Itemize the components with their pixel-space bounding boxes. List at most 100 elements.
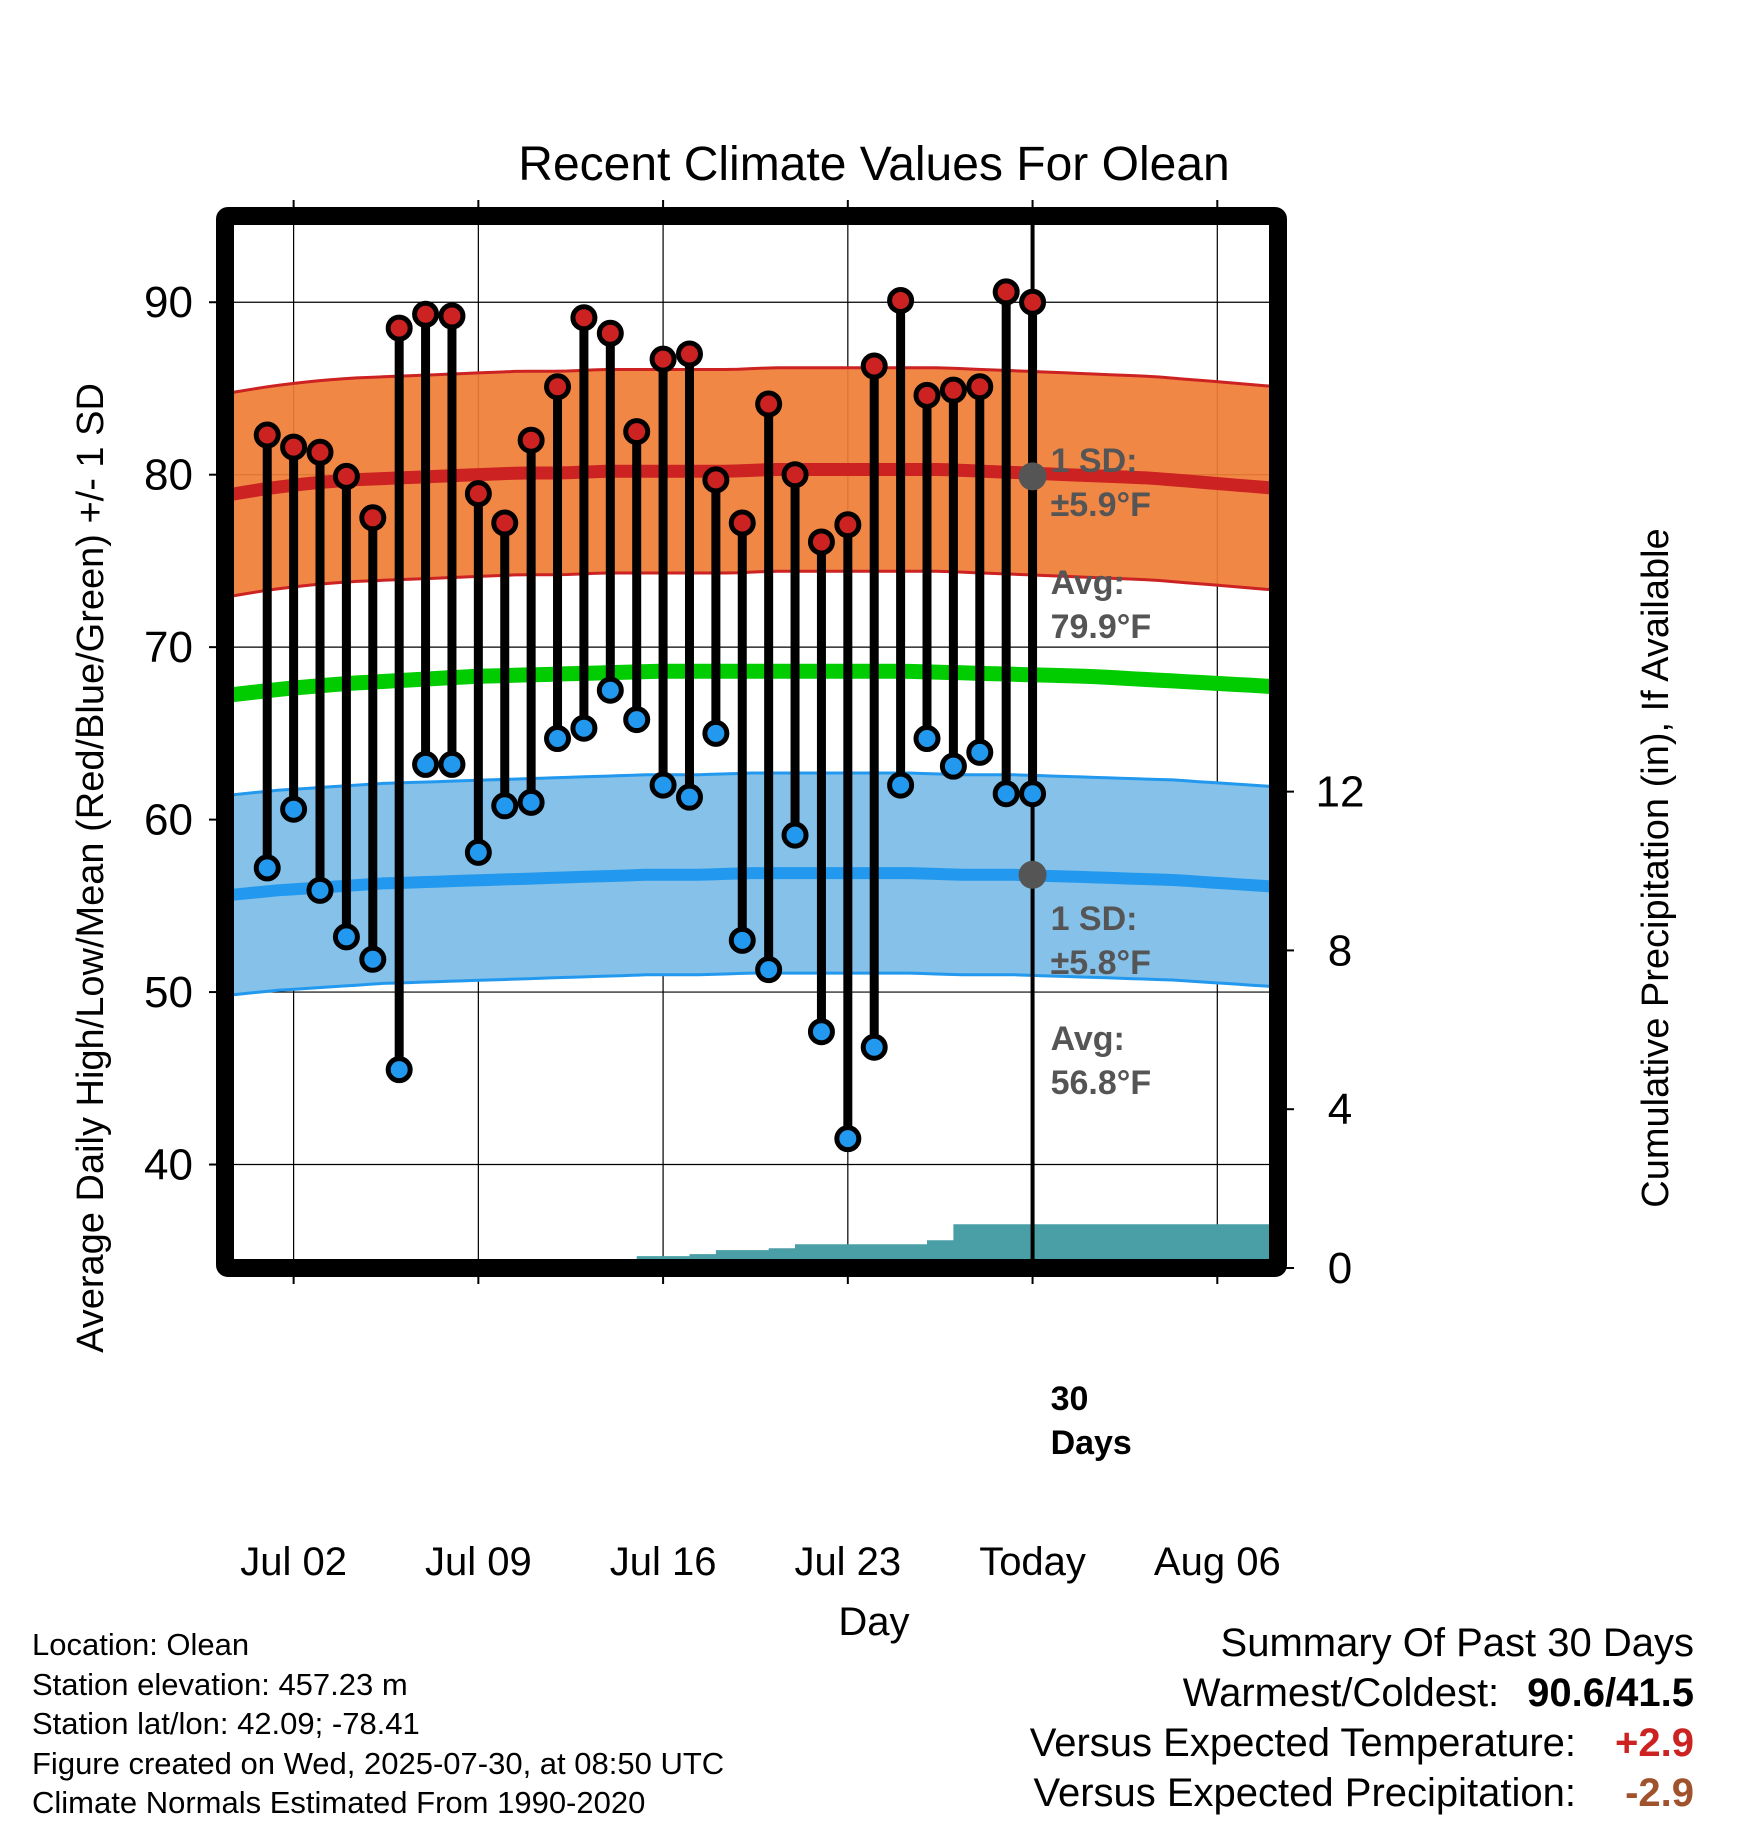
y-tick-label: 70	[144, 623, 193, 672]
low-temp-point	[596, 676, 624, 704]
high-temp-point	[887, 287, 915, 315]
low-temp-point	[438, 750, 466, 778]
high-temp-point	[913, 381, 941, 409]
plot-frame	[216, 207, 1287, 1277]
low-temp-point	[412, 750, 440, 778]
low-sd-value: ±5.8°F	[1051, 944, 1151, 982]
high-temp-point	[1019, 288, 1047, 316]
low-temp-point	[675, 783, 703, 811]
normals-text: Climate Normals Estimated From 1990-2020	[32, 1785, 646, 1820]
today-low-avg-marker	[1018, 860, 1047, 889]
low-avg-value: 56.8°F	[1051, 1064, 1152, 1102]
high-temp-point	[966, 373, 994, 401]
y-tick-label: 80	[144, 451, 193, 500]
y-tick-label: 40	[144, 1141, 193, 1190]
low-temp-point	[280, 795, 308, 823]
x-tick-label: Jul 09	[425, 1540, 532, 1584]
low-temp-point	[385, 1056, 413, 1084]
y2-tick-label: 0	[1328, 1244, 1352, 1293]
created-text: Figure created on Wed, 2025-07-30, at 08…	[32, 1745, 725, 1781]
summary-title: Summary Of Past 30 Days	[1220, 1621, 1694, 1665]
location-text: Location: Olean	[32, 1627, 250, 1662]
high-temp-point	[860, 352, 888, 380]
high-temp-point	[438, 302, 466, 330]
low-temp-point	[860, 1033, 888, 1061]
high-temp-point	[675, 340, 703, 368]
elevation-text: Station elevation: 457.23 m	[32, 1666, 408, 1702]
plot-area: 1 SD: ±5.9°F Avg: 79.9°F 1 SD: ±5.8°F Avg: 56.8…	[144, 200, 1364, 1584]
x-axis-label: Day	[838, 1600, 909, 1644]
y2-tick-label: 8	[1328, 926, 1352, 975]
x-tick-label: Jul 02	[240, 1540, 347, 1584]
high-temp-point	[623, 418, 651, 446]
low-temp-point	[1019, 780, 1047, 808]
x-tick-label: Jul 23	[794, 1540, 901, 1584]
precip-area	[225, 1224, 1278, 1268]
y2-axis-label: Cumulative Precipitation (in), If Availa…	[1635, 528, 1677, 1207]
high-temp-point	[412, 300, 440, 328]
low-temp-point	[491, 792, 519, 820]
low-temp-point	[517, 788, 545, 816]
low-sd-label: 1 SD:	[1051, 900, 1138, 938]
low-temp-point	[728, 926, 756, 954]
low-temp-point	[781, 821, 809, 849]
precip-days-number: 30	[1051, 1380, 1089, 1418]
precip-value: -2.9	[1625, 1771, 1694, 1815]
high-temp-point	[280, 433, 308, 461]
today-high-avg-marker	[1018, 462, 1047, 491]
low-temp-point	[807, 1018, 835, 1046]
high-temp-point	[570, 304, 598, 332]
low-temp-point	[649, 771, 677, 799]
high-avg-value: 79.9°F	[1051, 608, 1152, 646]
low-temp-point	[570, 714, 598, 742]
low-temp-point	[834, 1125, 862, 1153]
low-temp-point	[913, 725, 941, 753]
low-temp-point	[623, 706, 651, 734]
low-temp-point	[544, 725, 572, 753]
low-temp-point	[306, 876, 334, 904]
latlon-text: Station lat/lon: 42.09; -78.41	[32, 1706, 420, 1741]
high-temp-point	[491, 509, 519, 537]
y2-tick-label: 4	[1328, 1085, 1352, 1134]
y-tick-label: 90	[144, 278, 193, 327]
x-tick-label: Today	[979, 1540, 1086, 1584]
chart-title: Recent Climate Values For Olean	[518, 138, 1229, 191]
mean-avg-line	[224, 663, 1279, 703]
high-temp-point	[359, 504, 387, 532]
low-temp-point	[755, 956, 783, 984]
high-temp-point	[253, 421, 281, 449]
high-temp-point	[332, 462, 360, 490]
low-temp-point	[359, 945, 387, 973]
summary-panel: Summary Of Past 30 Days Warmest/Coldest:…	[1030, 1618, 1694, 1818]
y-tick-label: 60	[144, 796, 193, 845]
high-temp-point	[939, 376, 967, 404]
high-temp-point	[702, 466, 730, 494]
low-temp-point	[332, 923, 360, 951]
high-sd-label: 1 SD:	[1051, 442, 1138, 480]
low-temp-point	[887, 771, 915, 799]
high-temp-point	[834, 511, 862, 539]
y2-tick-label: 12	[1316, 768, 1365, 817]
high-sd-value: ±5.9°F	[1051, 486, 1151, 524]
low-temp-point	[702, 719, 730, 747]
high-temp-point	[596, 319, 624, 347]
high-temp-point	[781, 461, 809, 489]
x-tick-label: Aug 06	[1154, 1540, 1281, 1584]
high-temp-point	[649, 345, 677, 373]
y-tick-label: 50	[144, 968, 193, 1017]
low-temp-point	[966, 738, 994, 766]
precip-label: Versus Expected Precipitation:	[1033, 1771, 1576, 1815]
low-temp-point	[992, 780, 1020, 808]
x-tick-label: Jul 16	[610, 1540, 717, 1584]
high-temp-point	[544, 373, 572, 401]
low-temp-point	[253, 854, 281, 882]
high-temp-point	[807, 528, 835, 556]
low-temp-point	[464, 838, 492, 866]
summary-precip-row: Versus Expected Precipitation: -2.9	[1030, 1768, 1694, 1818]
high-temp-point	[464, 480, 492, 508]
precip-days-word: Days	[1051, 1424, 1132, 1462]
y-axis-label: Average Daily High/Low/Mean (Red/Blue/Gr…	[70, 383, 112, 1353]
low-temp-point	[939, 752, 967, 780]
high-temp-point	[755, 390, 783, 418]
